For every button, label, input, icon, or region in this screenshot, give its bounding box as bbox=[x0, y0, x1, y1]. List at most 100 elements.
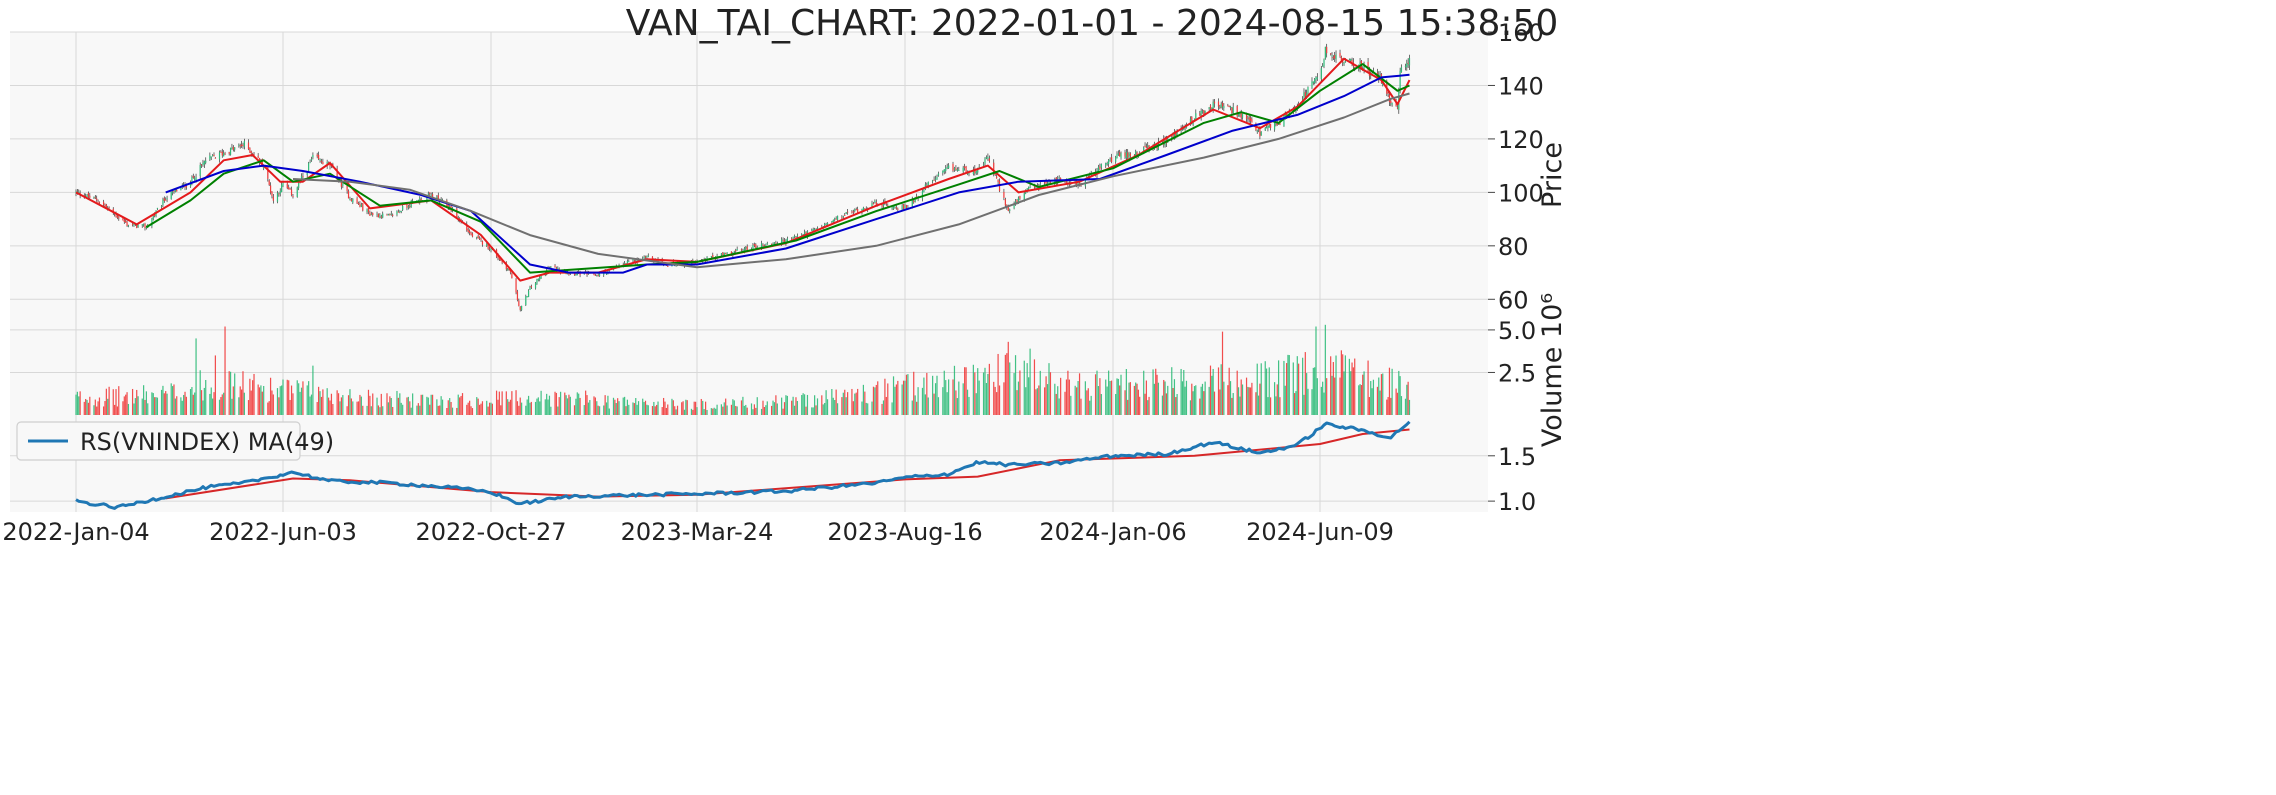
volume-bar bbox=[855, 392, 857, 415]
volume-bar bbox=[98, 397, 101, 415]
volume-bar bbox=[1017, 381, 1020, 415]
candle-body bbox=[102, 201, 105, 205]
candle-body bbox=[1127, 152, 1129, 158]
volume-bar bbox=[511, 391, 513, 415]
candle-body bbox=[965, 166, 967, 173]
volume-bar bbox=[690, 408, 693, 415]
volume-bar bbox=[921, 387, 924, 415]
candle-body bbox=[144, 223, 146, 229]
volume-bar bbox=[664, 401, 666, 415]
candle-body bbox=[756, 246, 758, 248]
volume-bar bbox=[773, 402, 776, 415]
volume-bar bbox=[923, 377, 925, 415]
candle-body bbox=[953, 167, 956, 170]
candle-body bbox=[575, 274, 577, 276]
volume-bar bbox=[815, 405, 817, 415]
candle-body bbox=[1120, 153, 1122, 159]
candle-body bbox=[540, 275, 542, 279]
candle-body bbox=[1211, 107, 1213, 110]
volume-bar bbox=[1067, 370, 1069, 415]
candle-body bbox=[907, 207, 909, 209]
volume-bar bbox=[1035, 389, 1037, 415]
candle-body bbox=[1311, 81, 1313, 88]
candle-body bbox=[300, 175, 303, 181]
candle-body bbox=[1257, 129, 1260, 131]
volume-bar bbox=[614, 399, 616, 415]
volume-bar bbox=[258, 387, 261, 415]
candle-body bbox=[975, 171, 977, 174]
volume-bar bbox=[220, 397, 222, 415]
candle-body bbox=[278, 193, 280, 195]
candle-body bbox=[152, 216, 154, 220]
volume-bar bbox=[231, 398, 233, 415]
volume-bar bbox=[722, 406, 724, 415]
volume-bar bbox=[946, 392, 948, 415]
x-tick-label: 2022-Jun-03 bbox=[209, 518, 357, 546]
candle-body bbox=[831, 221, 833, 223]
volume-bar bbox=[1376, 386, 1379, 415]
candle-body bbox=[1108, 160, 1110, 164]
volume-bar bbox=[263, 385, 265, 415]
volume-bar bbox=[144, 399, 146, 415]
volume-bar bbox=[1286, 363, 1288, 415]
volume-bar bbox=[1228, 367, 1230, 415]
candle-body bbox=[1228, 105, 1230, 107]
volume-bar bbox=[1380, 374, 1383, 415]
candle-body bbox=[165, 199, 167, 201]
candle-body bbox=[1201, 111, 1204, 113]
volume-bar bbox=[163, 393, 165, 415]
volume-bar bbox=[342, 395, 344, 415]
volume-bar bbox=[558, 397, 560, 415]
volume-bar bbox=[1096, 370, 1098, 415]
candle-body bbox=[568, 273, 570, 275]
volume-bar bbox=[526, 399, 528, 415]
volume-bar bbox=[114, 404, 116, 415]
candle-body bbox=[519, 306, 521, 310]
candle-body bbox=[644, 256, 647, 258]
candle-body bbox=[136, 224, 138, 228]
volume-bar bbox=[309, 396, 311, 415]
volume-bar bbox=[339, 401, 341, 415]
candle-body bbox=[228, 152, 230, 154]
candle-body bbox=[356, 198, 358, 204]
volume-bar bbox=[1009, 362, 1011, 415]
volume-bar bbox=[205, 379, 207, 415]
volume-bar bbox=[1116, 378, 1118, 415]
volume-bar bbox=[276, 388, 279, 415]
candle-body bbox=[166, 198, 168, 200]
x-tick-label: 2023-Mar-24 bbox=[621, 518, 774, 546]
volume-bar bbox=[286, 379, 288, 415]
volume-bar bbox=[753, 404, 755, 415]
candle-body bbox=[1221, 102, 1224, 107]
volume-bar bbox=[686, 400, 688, 415]
volume-bar bbox=[956, 398, 958, 415]
candle-body bbox=[104, 204, 106, 206]
volume-bar bbox=[965, 367, 967, 415]
candle-body bbox=[832, 219, 834, 223]
candle-body bbox=[1039, 183, 1041, 187]
volume-bar bbox=[1322, 381, 1324, 415]
volume-bar bbox=[427, 397, 429, 415]
volume-bar bbox=[997, 353, 999, 415]
volume-bar bbox=[575, 398, 577, 415]
volume-bar bbox=[1064, 391, 1066, 415]
volume-bar bbox=[253, 373, 255, 415]
volume-bar bbox=[1212, 368, 1214, 415]
candle-body bbox=[875, 202, 877, 206]
candle-body bbox=[370, 213, 372, 215]
volume-bar bbox=[1192, 391, 1194, 415]
candle-body bbox=[476, 236, 478, 238]
volume-bar bbox=[916, 401, 918, 415]
volume-bar bbox=[243, 392, 245, 415]
volume-bar bbox=[1360, 385, 1363, 415]
candle-body bbox=[470, 232, 472, 235]
candle-body bbox=[1125, 151, 1127, 159]
candle-body bbox=[319, 159, 321, 161]
candle-body bbox=[1129, 153, 1131, 157]
volume-bar bbox=[1343, 371, 1345, 415]
volume-bar bbox=[539, 401, 541, 415]
volume-bar bbox=[605, 402, 608, 415]
volume-bar bbox=[1303, 394, 1305, 415]
candle-body bbox=[530, 286, 532, 288]
volume-bar bbox=[1320, 386, 1322, 415]
